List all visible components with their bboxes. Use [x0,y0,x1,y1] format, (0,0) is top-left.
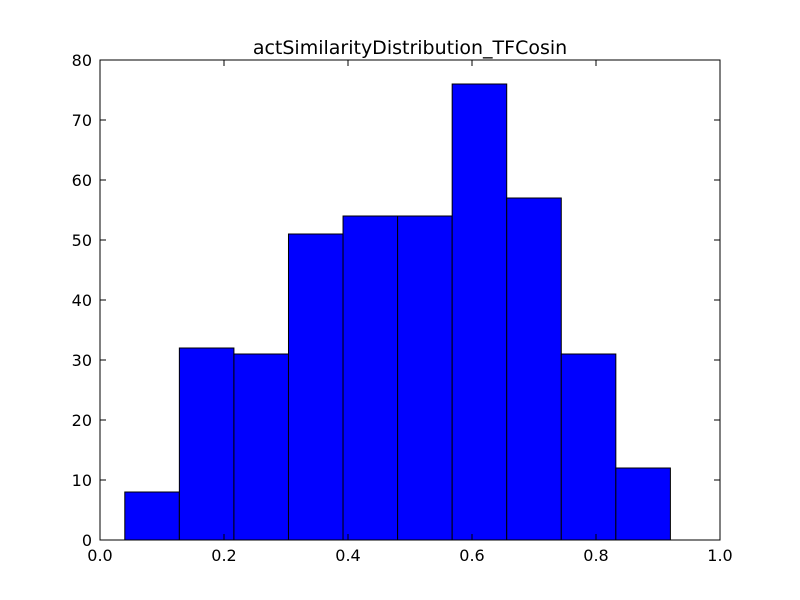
x-tick-label: 0.6 [459,546,484,565]
histogram-bar [506,197,562,541]
histogram-bar [233,353,289,541]
x-axis: 0.0 0.2 0.4 0.6 0.8 1.0 [87,60,733,565]
histogram-bar [451,83,508,541]
histogram-bar [124,491,180,541]
y-axis: 0 10 20 30 40 50 60 70 80 [72,51,720,550]
histogram-bar [397,215,453,541]
x-tick-label: 0.8 [583,546,608,565]
x-tick-label: 1.0 [707,546,732,565]
y-tick-label: 10 [72,471,92,490]
y-tick-label: 80 [72,51,92,70]
x-tick-label: 0.2 [211,546,236,565]
histogram-bar [615,467,671,541]
y-tick-label: 20 [72,411,92,430]
histogram-bar [342,215,399,541]
y-tick-label: 60 [72,171,92,190]
x-tick-label: 0.4 [335,546,360,565]
y-tick-label: 70 [72,111,92,130]
histogram-bar [178,347,235,541]
chart-title: actSimilarityDistribution_TFCosin [253,37,567,59]
histogram-bar [287,233,344,541]
histogram-bar [560,353,617,541]
y-tick-label: 30 [72,351,92,370]
y-tick-label: 0 [82,531,92,550]
x-tick-label: 0.0 [87,546,112,565]
y-tick-label: 50 [72,231,92,250]
bars-group [124,83,671,541]
y-tick-label: 40 [72,291,92,310]
